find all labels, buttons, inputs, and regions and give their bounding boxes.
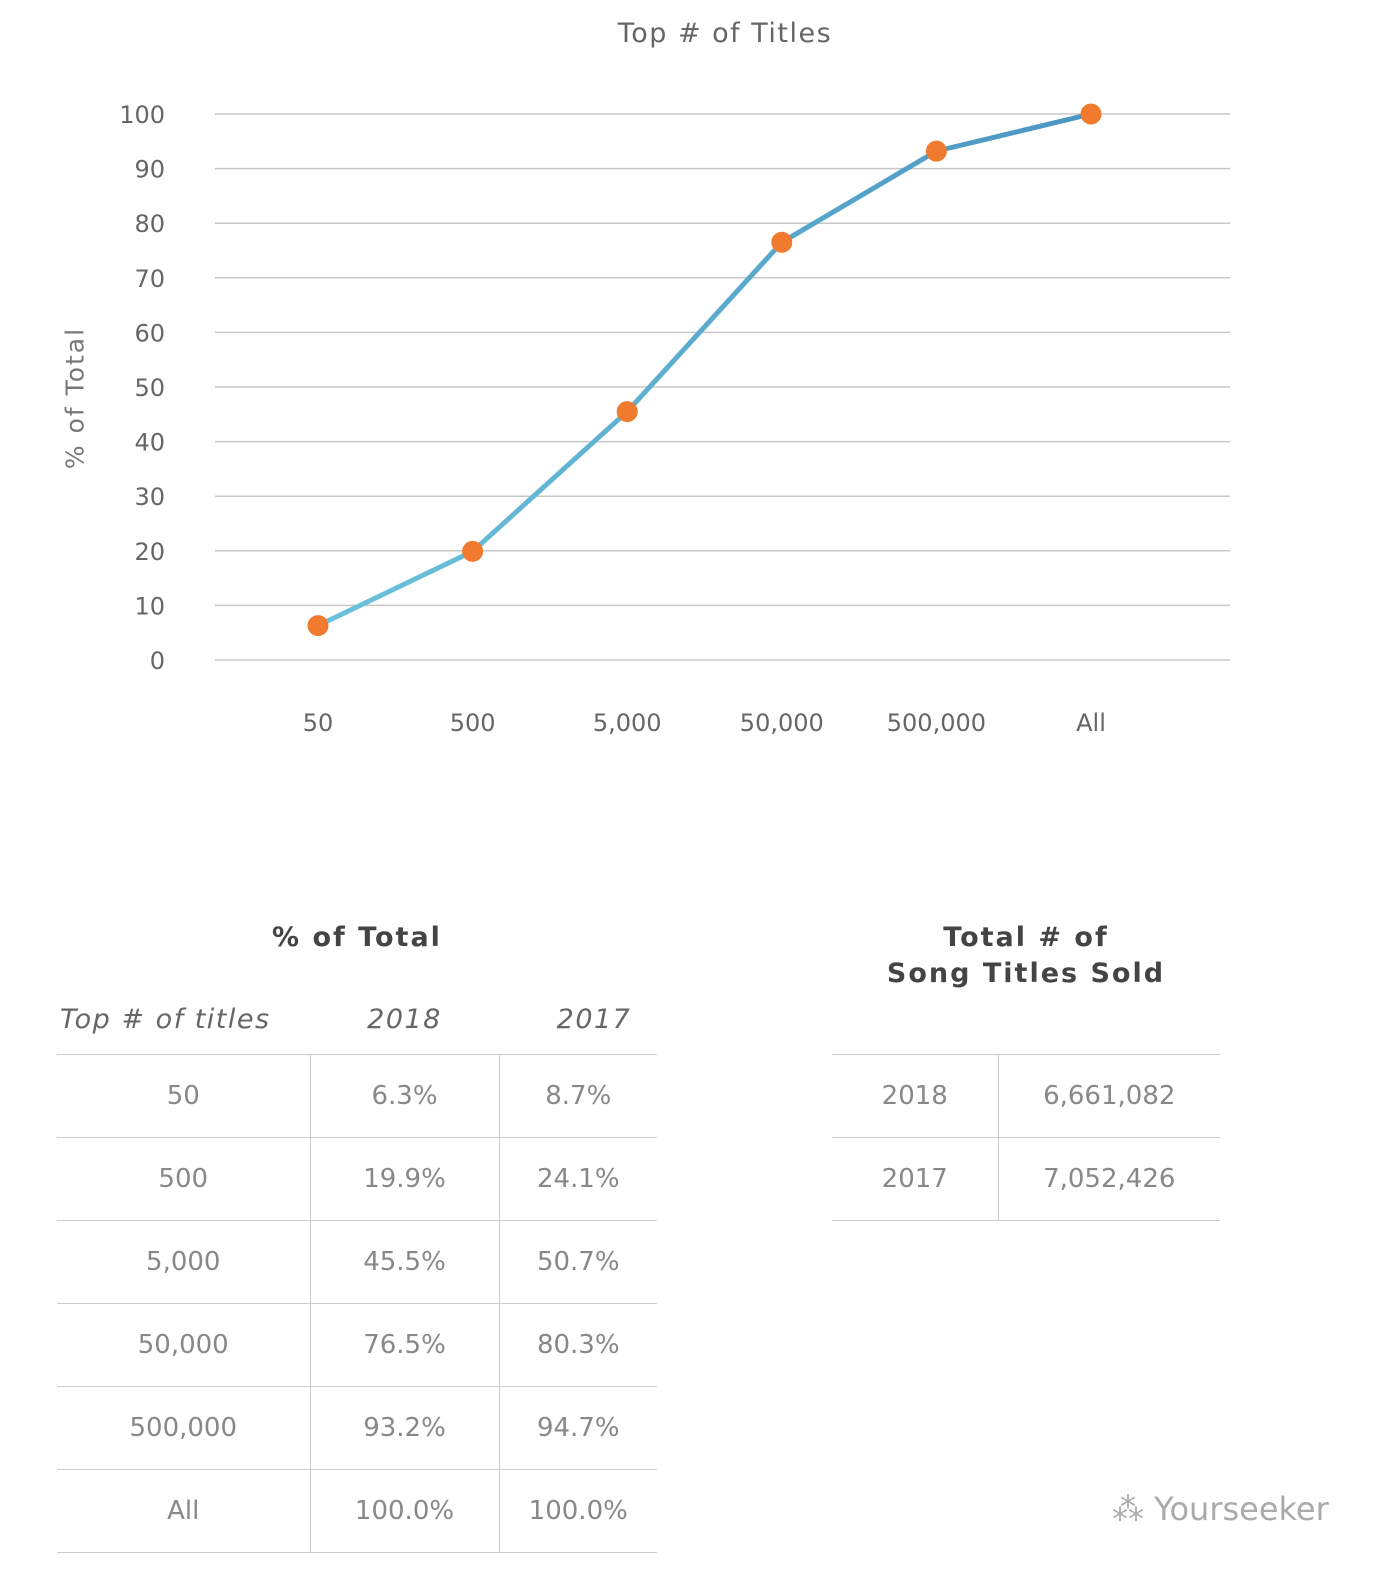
header-2018: 2018 (367, 1004, 442, 1035)
y-tick-label: 10 (134, 592, 165, 620)
table-cell: 2017 (832, 1137, 998, 1221)
line-chart: 0 10 20 30 40 50 60 70 80 90 100 50 500 5,000 50,000 50… (119, 101, 1230, 737)
table-row: 50 6.3% 8.7% (57, 1054, 657, 1138)
x-tick-label: 5,000 (593, 709, 662, 737)
data-point (771, 231, 793, 253)
table-cell: 2018 (832, 1054, 998, 1138)
chart-title: Top # of Titles (617, 18, 833, 49)
table-cell: 76.5% (309, 1303, 499, 1387)
data-point (616, 401, 638, 423)
y-tick-label: 0 (150, 647, 165, 675)
y-tick-label: 60 (134, 319, 165, 347)
x-tick-label: 500,000 (887, 709, 986, 737)
table-cell: 19.9% (309, 1137, 499, 1221)
table-row: All 100.0% 100.0% (57, 1469, 657, 1553)
x-tick-label: 50,000 (740, 709, 824, 737)
data-point (1080, 103, 1102, 125)
header-2017: 2017 (556, 1004, 632, 1035)
table-cell: 50.7% (498, 1220, 657, 1304)
x-tick-label: 50 (303, 709, 334, 737)
data-point (307, 615, 329, 637)
watermark: ⁂ Yourseeker (1112, 1490, 1329, 1528)
x-tick-label: 500 (450, 709, 496, 737)
table-cell: 100.0% (498, 1469, 657, 1553)
y-tick-label: 90 (134, 156, 165, 184)
header-top-titles: Top # of titles (60, 1004, 271, 1035)
y-tick-label: 50 (134, 374, 165, 402)
total-table: 2018 6,661,082 2017 7,052,426 (832, 1054, 1220, 1221)
table-row: 500,000 93.2% 94.7% (57, 1386, 657, 1470)
table-cell: 6,661,082 (997, 1054, 1220, 1138)
total-title-line2: Song Titles Sold (886, 958, 1166, 989)
table-cell: 100.0% (309, 1469, 499, 1553)
table-row: 2018 6,661,082 (832, 1054, 1220, 1138)
total-table-title: Total # of Song Titles Sold (832, 920, 1220, 992)
y-tick-label: 20 (134, 538, 165, 566)
pct-table: 50 6.3% 8.7% 500 19.9% 24.1% 5,000 45.5% 50.7% 50… (57, 1054, 657, 1553)
table-cell: 24.1% (498, 1137, 657, 1221)
x-tick-label: All (1076, 709, 1106, 737)
y-tick-label: 100 (119, 101, 165, 129)
table-cell: All (57, 1469, 310, 1553)
table-cell: 8.7% (498, 1054, 657, 1138)
table-row: 500 19.9% 24.1% (57, 1137, 657, 1221)
table-cell: 500 (57, 1137, 310, 1221)
table-cell: 80.3% (498, 1303, 657, 1387)
y-tick-label: 70 (134, 265, 165, 293)
y-tick-label: 30 (134, 483, 165, 511)
data-point (462, 540, 484, 562)
pct-table-title: % of Total (272, 922, 442, 953)
y-tick-label: 40 (134, 429, 165, 457)
table-cell: 50,000 (57, 1303, 310, 1387)
table-cell: 93.2% (309, 1386, 499, 1470)
table-cell: 94.7% (498, 1386, 657, 1470)
total-title-line1: Total # of (943, 922, 1109, 953)
table-cell: 5,000 (57, 1220, 310, 1304)
y-tick-label: 80 (134, 210, 165, 238)
watermark-text: Yourseeker (1154, 1490, 1329, 1528)
table-cell: 500,000 (57, 1386, 310, 1470)
table-cell: 45.5% (309, 1220, 499, 1304)
table-cell: 6.3% (309, 1054, 499, 1138)
series-line (316, 111, 1092, 628)
table-row: 5,000 45.5% 50.7% (57, 1220, 657, 1304)
data-point (925, 140, 947, 162)
table-row: 2017 7,052,426 (832, 1137, 1220, 1221)
table-cell: 50 (57, 1054, 310, 1138)
table-cell: 7,052,426 (997, 1137, 1220, 1221)
watermark-logo-icon: ⁂ (1112, 1490, 1155, 1528)
table-row: 50,000 76.5% 80.3% (57, 1303, 657, 1387)
